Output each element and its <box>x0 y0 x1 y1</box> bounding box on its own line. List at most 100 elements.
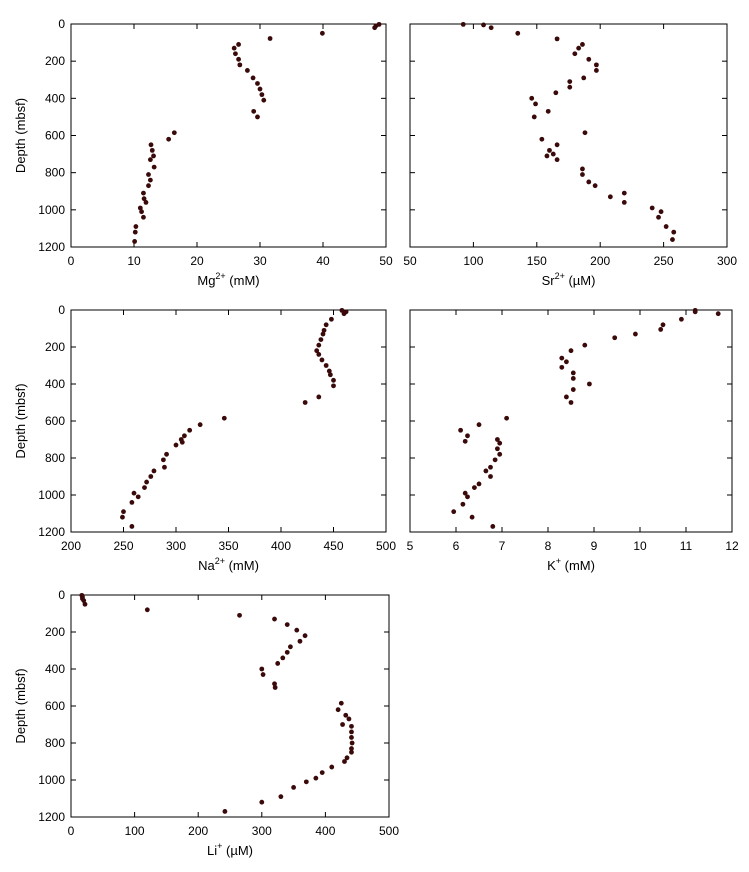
x-axis-label: Li+ (µM) <box>207 841 253 858</box>
mg-data-point <box>132 229 138 235</box>
li-data-point <box>297 638 303 644</box>
k-data-point <box>458 427 463 433</box>
y-tick-label: 1000 <box>38 203 65 217</box>
x-axis-label-base: Na <box>198 558 215 573</box>
sr-data-point <box>547 147 552 153</box>
k-data-point <box>462 438 468 444</box>
sr-data-point <box>592 183 598 189</box>
sr-data-point <box>671 229 677 235</box>
li-data-point <box>278 794 284 800</box>
na-data-point <box>320 331 326 337</box>
sr-data-point <box>572 51 578 57</box>
x-tick-label: 20 <box>190 254 204 268</box>
na-data-point <box>331 383 336 389</box>
sr-data-point <box>545 108 551 114</box>
mg-data-point <box>261 97 267 103</box>
li-data-point <box>272 681 277 687</box>
sr-data-point <box>533 101 538 107</box>
y-tick-label: 1200 <box>38 525 65 539</box>
x-tick-label: 9 <box>591 539 598 553</box>
x-axis-label-unit: (µM) <box>565 273 596 288</box>
x-axis-label-unit: (mM) <box>225 558 259 573</box>
x-tick-label: 300 <box>717 254 737 268</box>
mg-data-point <box>149 147 155 153</box>
mg-data-point <box>147 157 153 163</box>
x-tick-label: 200 <box>61 539 81 553</box>
mg-data-point <box>141 196 147 202</box>
mg-plot-frame <box>70 23 387 248</box>
li-data-point <box>280 655 286 661</box>
sr-data-point <box>586 56 592 62</box>
sr-data-point <box>649 205 655 211</box>
na-data-point <box>131 490 137 496</box>
k-data-point <box>495 446 500 452</box>
y-tick-label: 400 <box>45 91 65 105</box>
na-data-point <box>173 442 179 448</box>
x-tick-label: 100 <box>463 254 483 268</box>
x-axis-label-unit: (mM) <box>226 273 260 288</box>
k-data-point <box>495 437 500 442</box>
li-data-point <box>259 666 265 672</box>
mg-data-point <box>255 81 260 86</box>
sr-data-point <box>580 172 585 177</box>
sr-data-point <box>460 21 466 27</box>
x-tick-label: 500 <box>379 824 399 838</box>
li-data-point <box>144 607 150 613</box>
sr-panel: 50 100 150 200 250 300 Sr2+ (µM) <box>403 21 737 288</box>
x-axis-label-unit: (µM) <box>222 843 253 858</box>
x-axis-label-unit: (mM) <box>561 558 595 573</box>
y-tick-label: 0 <box>58 17 65 31</box>
mg-data-point <box>319 30 325 36</box>
li-data-point <box>349 723 354 729</box>
x-tick-label: 7 <box>499 539 506 553</box>
k-data-point <box>462 490 468 496</box>
mg-data-point <box>251 108 257 114</box>
sr-data-point <box>576 45 582 51</box>
x-axis-label-charge: + <box>556 556 561 566</box>
x-axis-label-charge: 2+ <box>215 271 225 281</box>
x-tick-label: 6 <box>453 539 460 553</box>
na-data-point <box>197 422 203 428</box>
mg-panel: 0 10 20 30 40 50 0 200 400 600 800 1000 1200 Mg2+ (mM… <box>13 17 393 288</box>
mg-data-point <box>151 164 157 170</box>
sr-plot-frame <box>409 23 728 248</box>
na-panel: 200 250 300 350 400 450 500 0 200 400 600 800 1000 12… <box>13 303 396 573</box>
k-data-point <box>469 514 475 520</box>
na-data-point <box>341 311 347 317</box>
k-data-point <box>476 481 482 487</box>
na-data-point <box>142 485 147 490</box>
k-data-point <box>465 433 470 439</box>
y-tick-label: 600 <box>45 414 65 428</box>
sr-data-point <box>539 136 545 142</box>
mg-data-point <box>236 42 241 47</box>
li-data-point <box>349 746 354 751</box>
k-data-point <box>492 457 498 463</box>
na-data-point <box>316 342 322 348</box>
x-axis-label: K+ (mM) <box>547 556 595 573</box>
k-data-point <box>483 468 489 474</box>
x-tick-label: 250 <box>113 539 133 553</box>
sr-data-point <box>656 214 661 220</box>
k-data-point <box>490 524 496 529</box>
k-data-point <box>660 322 666 328</box>
mg-data-point <box>233 51 238 57</box>
y-tick-label: 1000 <box>38 773 65 787</box>
sr-data-point <box>580 42 585 47</box>
x-tick-label: 450 <box>323 539 343 553</box>
y-tick-label: 800 <box>45 451 65 465</box>
sr-data-point <box>658 209 664 215</box>
mg-data-point <box>250 75 256 81</box>
mg-data-point <box>259 92 265 98</box>
li-data-point <box>349 749 354 755</box>
mg-data-point <box>143 200 149 205</box>
sr-data-point <box>550 151 556 157</box>
na-data-point <box>331 377 336 383</box>
mg-data-point <box>148 142 154 148</box>
x-tick-label: 500 <box>376 539 396 553</box>
li-panel: 0 100 200 300 400 500 0 200 400 600 800 1000 1200 Li+… <box>13 588 399 858</box>
k-data-point <box>476 422 482 428</box>
sr-data-point <box>663 224 669 229</box>
x-tick-label: 50 <box>403 254 417 268</box>
li-data-point <box>260 672 266 677</box>
k-data-point <box>460 501 466 507</box>
